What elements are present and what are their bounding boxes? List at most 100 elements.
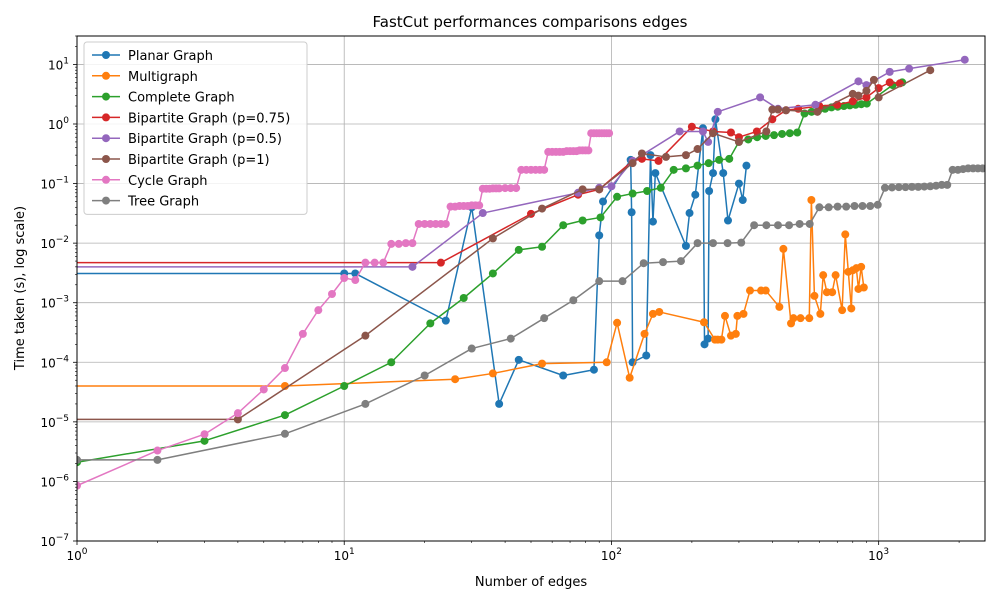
data-point bbox=[648, 309, 657, 318]
x-tick-label: 103 bbox=[868, 547, 889, 563]
data-point bbox=[559, 371, 568, 380]
data-point bbox=[768, 105, 777, 114]
data-point bbox=[681, 164, 690, 173]
data-point bbox=[926, 66, 935, 75]
data-point bbox=[828, 288, 837, 297]
data-point bbox=[793, 128, 802, 137]
data-point bbox=[810, 291, 819, 300]
x-tick-label: 102 bbox=[601, 547, 622, 563]
data-point bbox=[723, 216, 732, 225]
y-tick-label: 10−5 bbox=[40, 414, 69, 430]
data-point bbox=[785, 129, 794, 138]
data-point bbox=[691, 190, 700, 199]
legend-marker bbox=[102, 196, 110, 205]
data-point bbox=[734, 179, 743, 188]
data-point bbox=[659, 258, 668, 267]
data-point bbox=[233, 409, 242, 418]
legend-item: Planar Graph bbox=[92, 49, 213, 64]
data-point bbox=[654, 156, 663, 165]
data-point bbox=[746, 286, 754, 295]
data-point bbox=[0, 382, 1, 390]
data-point bbox=[569, 296, 578, 305]
data-point bbox=[698, 127, 707, 136]
data-point bbox=[816, 309, 825, 318]
legend-marker bbox=[102, 175, 110, 184]
legend-marker bbox=[102, 71, 110, 80]
data-point bbox=[408, 239, 417, 248]
data-point bbox=[656, 183, 665, 192]
data-point bbox=[514, 355, 523, 364]
data-point bbox=[862, 86, 871, 95]
data-point bbox=[850, 202, 859, 211]
data-point bbox=[937, 180, 946, 189]
data-point bbox=[642, 351, 651, 360]
data-point bbox=[733, 311, 742, 320]
data-point bbox=[370, 258, 379, 267]
data-point bbox=[420, 371, 429, 380]
axis-ticks: 100 101 102 103 10−7 10−6 10−5 10−4 10−3 10−2 10−1… bbox=[40, 35, 960, 563]
data-point bbox=[862, 99, 871, 108]
data-point bbox=[717, 335, 726, 344]
data-point bbox=[885, 78, 894, 87]
data-point bbox=[795, 219, 804, 228]
data-point bbox=[361, 258, 370, 267]
data-point bbox=[978, 164, 985, 173]
data-point bbox=[0, 415, 1, 423]
data-point bbox=[720, 311, 729, 320]
data-point bbox=[894, 183, 903, 192]
data-point bbox=[859, 283, 868, 292]
data-point bbox=[693, 161, 702, 170]
data-point bbox=[639, 259, 648, 268]
data-point bbox=[506, 334, 515, 343]
data-point bbox=[819, 271, 828, 280]
data-point bbox=[589, 365, 598, 374]
y-tick-label: 10−6 bbox=[40, 473, 69, 489]
data-point bbox=[841, 230, 850, 239]
data-point bbox=[643, 187, 652, 196]
data-point bbox=[153, 446, 162, 455]
legend-label: Complete Graph bbox=[128, 91, 235, 106]
series-bipartite-graph-p-1 bbox=[0, 66, 935, 424]
data-point bbox=[578, 216, 587, 225]
data-point bbox=[361, 399, 370, 408]
data-point bbox=[495, 184, 504, 193]
legend-box bbox=[83, 41, 308, 215]
data-point bbox=[467, 344, 476, 353]
data-point bbox=[866, 202, 875, 211]
data-point bbox=[704, 334, 713, 343]
data-point bbox=[833, 202, 842, 211]
data-point bbox=[775, 302, 784, 311]
data-point bbox=[838, 306, 847, 315]
data-point bbox=[0, 269, 1, 277]
data-point bbox=[327, 290, 336, 299]
data-point bbox=[618, 277, 627, 286]
data-point bbox=[459, 293, 468, 302]
data-point bbox=[880, 183, 889, 192]
data-point bbox=[595, 277, 604, 286]
data-point bbox=[675, 127, 684, 136]
data-point bbox=[655, 307, 664, 316]
legend-item: Tree Graph bbox=[92, 195, 199, 210]
data-point bbox=[538, 242, 547, 251]
legend-item: Cycle Graph bbox=[92, 174, 208, 189]
legend-item: Bipartite Graph (p=0.5) bbox=[92, 132, 282, 147]
data-point bbox=[599, 197, 608, 206]
data-point bbox=[700, 340, 709, 349]
data-point bbox=[669, 165, 678, 174]
data-point bbox=[709, 239, 718, 248]
data-point bbox=[627, 208, 636, 217]
data-point bbox=[512, 184, 521, 193]
data-point bbox=[779, 244, 788, 253]
series-tree-graph bbox=[77, 164, 985, 464]
data-point bbox=[737, 238, 746, 247]
data-point bbox=[340, 381, 349, 390]
y-tick-label: 10−4 bbox=[40, 354, 69, 370]
y-axis-label: Time taken (s), log scale) bbox=[13, 206, 28, 371]
data-point bbox=[637, 149, 646, 158]
data-point bbox=[960, 55, 969, 64]
data-point bbox=[905, 64, 914, 73]
data-point bbox=[441, 316, 450, 325]
data-point bbox=[739, 309, 748, 318]
legend-label: Multigraph bbox=[128, 70, 198, 85]
data-point bbox=[815, 203, 824, 212]
